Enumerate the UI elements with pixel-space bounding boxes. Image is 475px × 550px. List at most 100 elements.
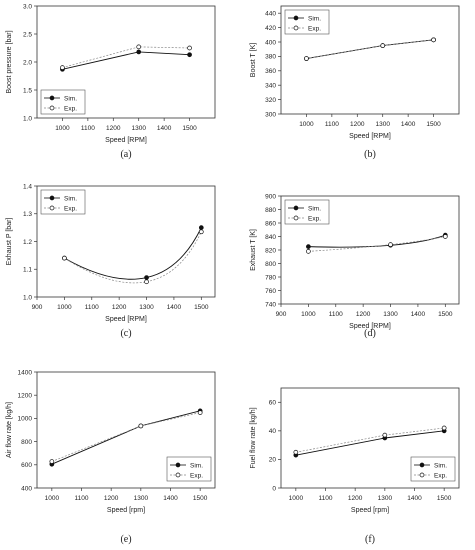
plot-frame [280, 387, 460, 489]
panel-caption: (c) [120, 328, 131, 339]
x-tick-label: 1300 [131, 125, 146, 132]
x-tick-label: 1100 [319, 495, 333, 502]
legend-marker [49, 105, 55, 111]
x-tick-label: 1100 [75, 495, 89, 502]
y-tick-label: 440 [265, 11, 276, 18]
x-tick-label: 1200 [356, 311, 371, 318]
x-tick-label: 1400 [407, 495, 422, 502]
legend-marker [419, 472, 425, 478]
y-tick-label: 380 [265, 54, 276, 61]
y-tick-label: 1.0 [23, 294, 32, 301]
x-tick-label: 1400 [157, 125, 172, 132]
legend-marker [175, 472, 181, 478]
legend-box [40, 189, 86, 215]
legend: Sim. Exp. [284, 199, 330, 225]
data-point-exp [62, 255, 67, 261]
legend-marker [419, 462, 425, 468]
y-axis-label: Boost pressure [bar] [6, 30, 13, 93]
panel-caption: (b) [364, 149, 376, 160]
legend-entry: Exp. [434, 472, 447, 479]
x-tick-label: 1300 [375, 121, 390, 128]
x-tick-label: 1000 [57, 304, 72, 311]
x-tick-label: 1400 [167, 304, 182, 311]
y-axis-label: Exhaust P [bar] [6, 218, 13, 266]
series-line-exp [308, 236, 446, 252]
legend-box [410, 456, 456, 482]
plot-frame [36, 371, 216, 489]
y-axis-label: Exhaust T [K] [250, 229, 257, 271]
chart-panel-5: 1000 1100 1200 1300 1400 1500 400 600 800 1000 120… [6, 369, 216, 545]
x-tick-label: 1200 [106, 125, 121, 132]
data-point-exp [306, 249, 311, 254]
series-line-sim [295, 430, 445, 456]
y-tick-label: 40 [269, 428, 277, 435]
legend-box [284, 9, 330, 35]
data-point-exp [198, 229, 204, 235]
y-tick-label: 320 [265, 97, 276, 104]
legend-marker [49, 195, 55, 201]
chart-panel-6: 1000 1100 1200 1300 1400 1500 0 20 40 60 Speed [rp… [250, 387, 460, 545]
panel-caption: (d) [364, 328, 376, 339]
x-tick-label: 900 [32, 304, 43, 311]
y-tick-label: 820 [265, 247, 276, 254]
x-axis-label: Speed [RPM] [105, 316, 147, 323]
y-tick-label: 0 [272, 485, 276, 492]
y-tick-label: 1.4 [23, 183, 32, 190]
legend: Sim. Exp. [40, 89, 86, 115]
panel-caption: (a) [120, 149, 131, 160]
x-tick-label: 1200 [112, 304, 127, 311]
legend: Sim. Exp. [410, 456, 456, 482]
x-axis-label: Speed [RPM] [105, 137, 147, 144]
x-tick-label: 1300 [139, 304, 154, 311]
legend-entry: Exp. [64, 205, 77, 212]
y-tick-label: 1200 [18, 393, 33, 400]
x-tick-label: 1500 [426, 121, 441, 128]
x-tick-label: 1300 [378, 495, 393, 502]
legend-marker [49, 205, 55, 211]
chart-panel-1: 1000 1100 1200 1300 1400 1500 1.0 1.5 2.0 2.5 3.0 S… [6, 3, 216, 160]
x-tick-label: 1300 [383, 311, 398, 318]
x-axis-label: Speed [rpm] [107, 507, 145, 514]
panel-caption: (f) [365, 534, 375, 545]
y-tick-label: 800 [21, 439, 32, 446]
y-tick-label: 1400 [18, 369, 33, 376]
legend-entry: Sim. [190, 462, 203, 469]
series-line-sim [51, 410, 201, 465]
data-point-exp [382, 432, 388, 438]
chart-panel-3: 900 1000 1100 1200 1300 1400 1500 1.0 1.1 1.2 1.3 1… [6, 183, 216, 339]
x-tick-label: 900 [276, 311, 287, 318]
data-point-exp [293, 449, 299, 455]
x-tick-label: 1400 [401, 121, 416, 128]
data-point-exp [388, 242, 393, 247]
y-tick-label: 760 [265, 288, 276, 295]
data-point-exp [197, 410, 203, 415]
series-line-exp [62, 46, 190, 68]
x-tick-label: 1200 [104, 495, 119, 502]
x-tick-label: 1000 [55, 125, 70, 132]
legend-marker [293, 215, 299, 221]
y-tick-label: 340 [265, 83, 276, 90]
data-point-exp [187, 45, 192, 51]
data-point-sim [198, 225, 204, 230]
series-line-exp [295, 427, 445, 453]
x-tick-label: 1200 [348, 495, 363, 502]
legend-entry: Sim. [64, 195, 77, 202]
legend-box [166, 456, 212, 482]
series-line-sim [62, 51, 190, 70]
data-point-exp [431, 37, 436, 43]
x-tick-label: 1000 [289, 495, 304, 502]
y-tick-label: 800 [265, 261, 276, 268]
legend-marker [293, 25, 299, 31]
legend: Sim. Exp. [166, 456, 212, 482]
chart-panel-4: 900 1000 1100 1200 1300 1400 1500 740 760 780 800 8… [250, 193, 460, 339]
series-line-sim [306, 39, 434, 60]
y-tick-label: 1.1 [23, 267, 32, 274]
y-tick-label: 600 [21, 462, 32, 469]
x-tick-label: 1500 [194, 304, 209, 311]
y-tick-label: 1.2 [23, 239, 32, 246]
x-axis-label: Speed [rpm] [351, 507, 389, 514]
y-tick-label: 860 [265, 220, 276, 227]
x-tick-label: 1100 [81, 125, 95, 132]
series-line-sim [64, 227, 202, 280]
